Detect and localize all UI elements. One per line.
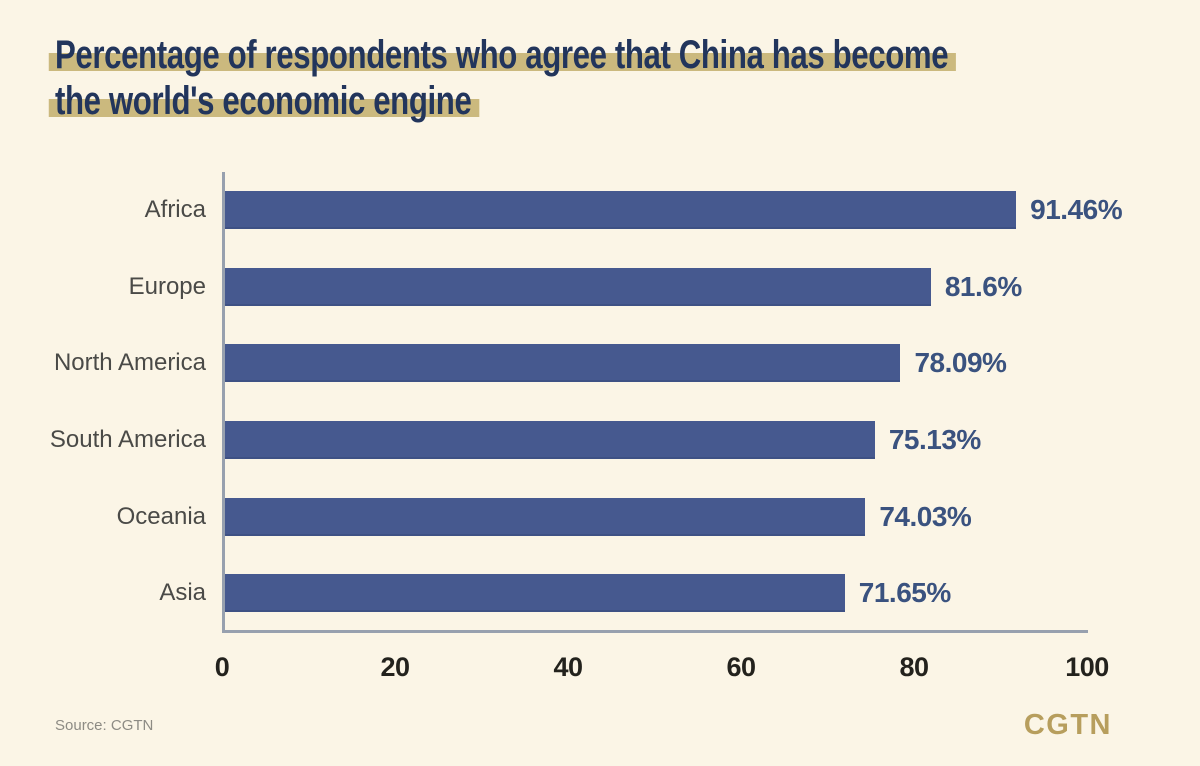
x-tick-label: 100 xyxy=(1065,652,1109,682)
bar-row: 81.6% xyxy=(225,249,1185,326)
x-tick-label: 80 xyxy=(899,652,929,682)
title-line-2: the world's economic engine xyxy=(48,79,480,123)
x-axis-line xyxy=(222,630,1088,633)
bar-row: 91.46% xyxy=(225,172,1185,249)
bar xyxy=(225,191,1017,230)
bar xyxy=(225,421,875,460)
chart-title: Percentage of respondents who agree that… xyxy=(48,32,956,124)
bar-row: 71.65% xyxy=(225,555,1185,632)
category-label: Oceania xyxy=(116,502,206,530)
bar xyxy=(225,574,845,613)
bar-row: 74.03% xyxy=(225,478,1185,555)
x-tick-label: 20 xyxy=(380,652,410,682)
source-note: Source: CGTN xyxy=(55,717,154,734)
category-label: Europe xyxy=(128,272,206,300)
title-row-2: the world's economic engine xyxy=(48,78,956,124)
bar xyxy=(225,497,866,536)
bar-value-label: 91.46% xyxy=(1030,194,1123,226)
bar-value-label: 78.09% xyxy=(914,347,1007,379)
bar-value-label: 71.65% xyxy=(858,577,951,609)
x-tick-label: 0 xyxy=(214,652,230,682)
x-tick-label: 40 xyxy=(553,652,583,682)
bar-value-label: 75.13% xyxy=(888,424,981,456)
category-label: South America xyxy=(49,426,206,454)
x-axis-ticks: 0 20 40 60 80 100 xyxy=(215,652,1110,688)
bar xyxy=(225,344,901,383)
category-label: North America xyxy=(53,349,206,377)
y-axis-line xyxy=(222,172,225,633)
bar-value-label: 74.03% xyxy=(879,500,972,532)
x-tick-label: 60 xyxy=(726,652,756,682)
category-label: Asia xyxy=(159,579,206,607)
category-labels: Africa Europe North America South America Oc… xyxy=(0,172,206,632)
bar-rows: 91.46% 81.6% 78.09% 75.13% 74.03% 71.65% xyxy=(225,172,1185,632)
cgtn-logo: CGTN xyxy=(1023,709,1112,741)
title-line-1: Percentage of respondents who agree that… xyxy=(48,33,956,77)
bar-row: 75.13% xyxy=(225,402,1185,479)
bar xyxy=(225,267,931,306)
bar-row: 78.09% xyxy=(225,325,1185,402)
bar-value-label: 81.6% xyxy=(944,270,1022,302)
category-label: Africa xyxy=(144,196,206,224)
title-row-1: Percentage of respondents who agree that… xyxy=(48,32,956,78)
